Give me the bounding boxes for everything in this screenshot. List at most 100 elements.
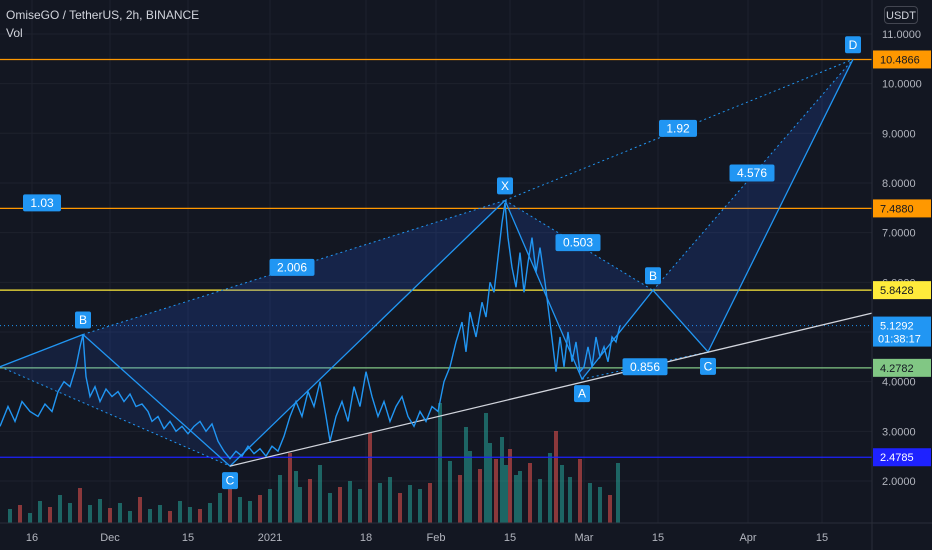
- pattern-dotted-line: [581, 351, 709, 380]
- volume-bar: [28, 513, 32, 523]
- volume-bar: [504, 465, 508, 523]
- y-tick-label: 4.0000: [882, 377, 916, 389]
- pattern-point-label-bg: [497, 177, 513, 195]
- pattern-point-label-bg: [75, 311, 91, 329]
- volume-bar: [448, 461, 452, 523]
- volume-bar: [560, 465, 564, 523]
- x-tick-label: Feb: [427, 532, 446, 544]
- volume-bar: [464, 427, 468, 523]
- volume-bar: [168, 511, 172, 523]
- price-level-label: 7.4880: [880, 203, 914, 215]
- volume-bar: [438, 403, 442, 523]
- price-level-tag: [873, 199, 931, 218]
- volume-bar: [418, 489, 422, 523]
- volume-bar: [328, 493, 332, 523]
- y-tick-label: 2.0000: [882, 476, 916, 488]
- price-level-tag: [873, 448, 931, 467]
- x-tick-label: 15: [504, 532, 516, 544]
- pattern-fill: [83, 200, 505, 467]
- volume-bar: [118, 503, 122, 523]
- pattern-labels: B C X A B C D 1.03 2.006 0.503 1.92 4.576 0.856: [23, 36, 861, 490]
- volume-bar: [258, 495, 262, 523]
- pattern-line: [0, 199, 506, 467]
- horizontal-levels: [0, 58, 872, 458]
- y-tick-label: 11.0000: [882, 29, 921, 41]
- pattern-fill: [653, 59, 853, 352]
- pattern-fill: [505, 200, 653, 380]
- y-tick-label: 3.0000: [882, 426, 916, 438]
- volume-bar: [368, 433, 372, 523]
- pattern-point-label: C: [704, 359, 713, 373]
- x-tick-label: 15: [816, 532, 828, 544]
- volume-bar: [494, 459, 498, 523]
- volume-bar: [278, 475, 282, 523]
- ratio-label: 0.856: [630, 360, 660, 374]
- volume-bar: [288, 453, 292, 523]
- volume-bar: [528, 463, 532, 523]
- volume-bar: [468, 451, 472, 523]
- ratio-label: 2.006: [277, 260, 307, 274]
- volume-bar: [78, 488, 82, 523]
- volume-bar: [408, 485, 412, 523]
- price-level-label: 4.2782: [880, 363, 914, 375]
- volume-bar: [68, 503, 72, 523]
- pattern-point-label: D: [849, 38, 858, 52]
- volume-indicator-label[interactable]: Vol: [6, 26, 23, 40]
- volume-bar: [138, 497, 142, 523]
- volume-bar: [578, 459, 582, 523]
- volume-bar: [568, 477, 572, 523]
- volume-bar: [58, 495, 62, 523]
- ratio-label-bg: [555, 234, 601, 252]
- volume-bar: [158, 505, 162, 523]
- y-tick-label: 7.0000: [882, 228, 916, 240]
- volume-bar: [248, 501, 252, 523]
- volume-bar: [218, 493, 222, 523]
- pattern-point-label: C: [226, 474, 235, 488]
- volume-bar: [8, 509, 12, 523]
- pattern-point-label: X: [501, 179, 509, 193]
- volume-bar: [338, 487, 342, 523]
- y-tick-label: 8.0000: [882, 178, 916, 190]
- volume-bar: [388, 477, 392, 523]
- price-line-group: [0, 202, 621, 460]
- volume-bar: [616, 463, 620, 523]
- volume-bar: [514, 475, 518, 523]
- volume-bar: [48, 507, 52, 523]
- price-level-label: 10.4866: [880, 54, 920, 66]
- current-price-tag: [873, 316, 931, 347]
- symbol-title[interactable]: OmiseGO / TetherUS, 2h, BINANCE: [6, 8, 200, 22]
- ratio-label-bg: [23, 194, 61, 212]
- pattern-point-label-bg: [645, 267, 661, 285]
- currency-button[interactable]: USDT: [884, 6, 918, 24]
- ratio-label: 4.576: [737, 166, 767, 180]
- pattern-point-label: B: [649, 269, 657, 283]
- volume-bar: [608, 495, 612, 523]
- x-tick-label: 16: [26, 532, 38, 544]
- volume-bar: [588, 483, 592, 523]
- volume-bar: [108, 508, 112, 523]
- pattern-point-label-bg: [700, 357, 716, 375]
- ratio-label-bg: [729, 164, 775, 182]
- pattern-point-label: A: [578, 387, 586, 401]
- volume-bar: [398, 493, 402, 523]
- pattern-dotted-line: [0, 366, 231, 467]
- volume-bar: [98, 499, 102, 523]
- volume-bar: [38, 501, 42, 523]
- x-tick-label: Apr: [739, 532, 756, 544]
- volume-bar: [18, 505, 22, 523]
- volume-bar: [484, 413, 488, 523]
- volume-bar: [88, 505, 92, 523]
- x-tick-label: 18: [360, 532, 372, 544]
- volume-bar: [348, 481, 352, 523]
- volume-bar: [294, 471, 298, 523]
- pattern-line: [504, 59, 854, 381]
- pattern-point-label-bg: [574, 385, 590, 403]
- y-tick-label: 9.0000: [882, 128, 916, 140]
- pattern-point-label: B: [79, 313, 87, 327]
- ratio-label-bg: [622, 358, 668, 376]
- volume-bar: [268, 489, 272, 523]
- volume-bar: [318, 465, 322, 523]
- volume-bar: [488, 443, 492, 523]
- countdown-label: 01:38:17: [878, 334, 921, 346]
